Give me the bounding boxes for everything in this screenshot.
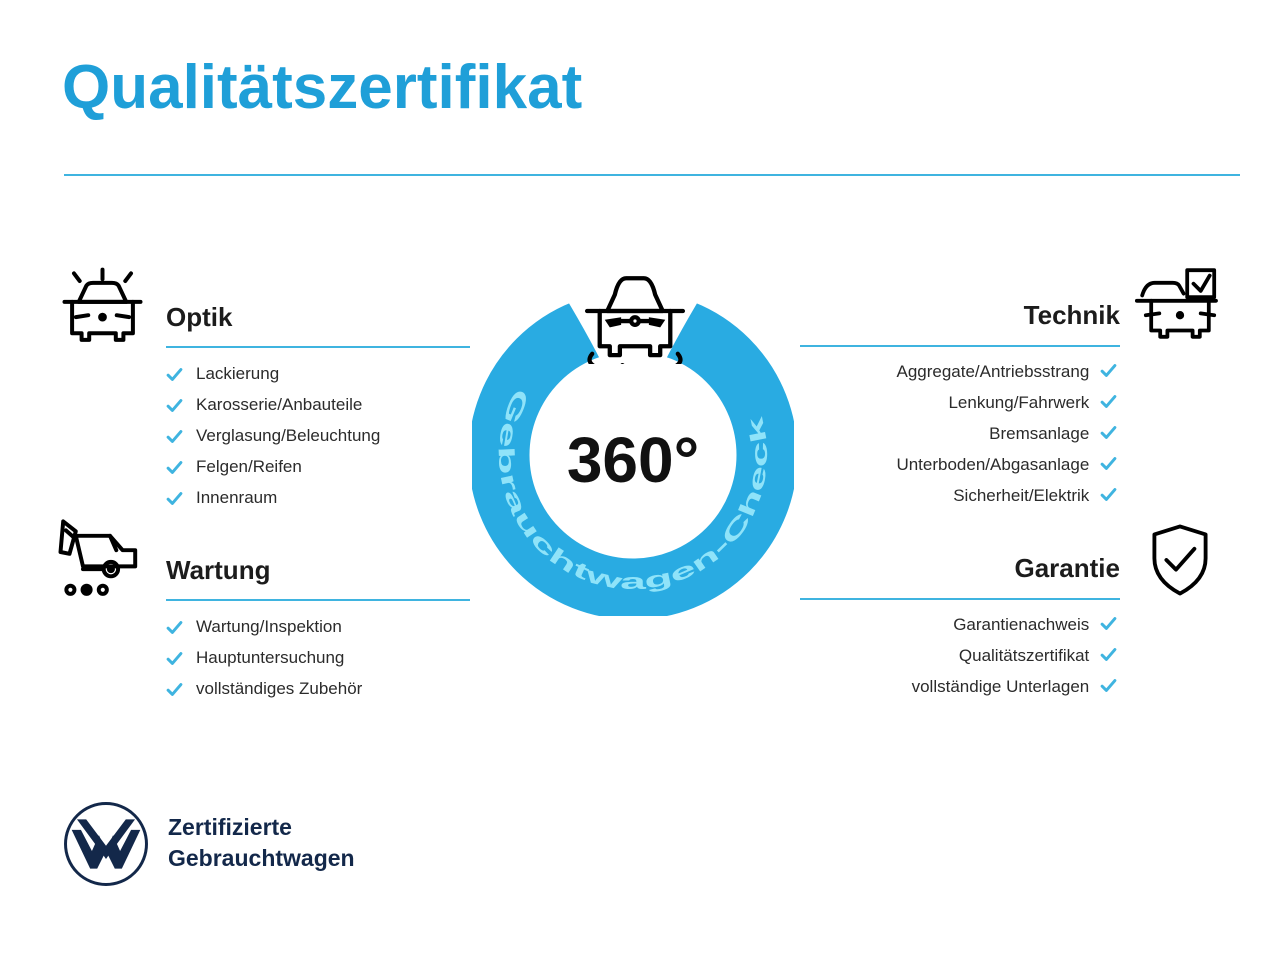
svg-text:360°: 360°	[567, 424, 699, 496]
